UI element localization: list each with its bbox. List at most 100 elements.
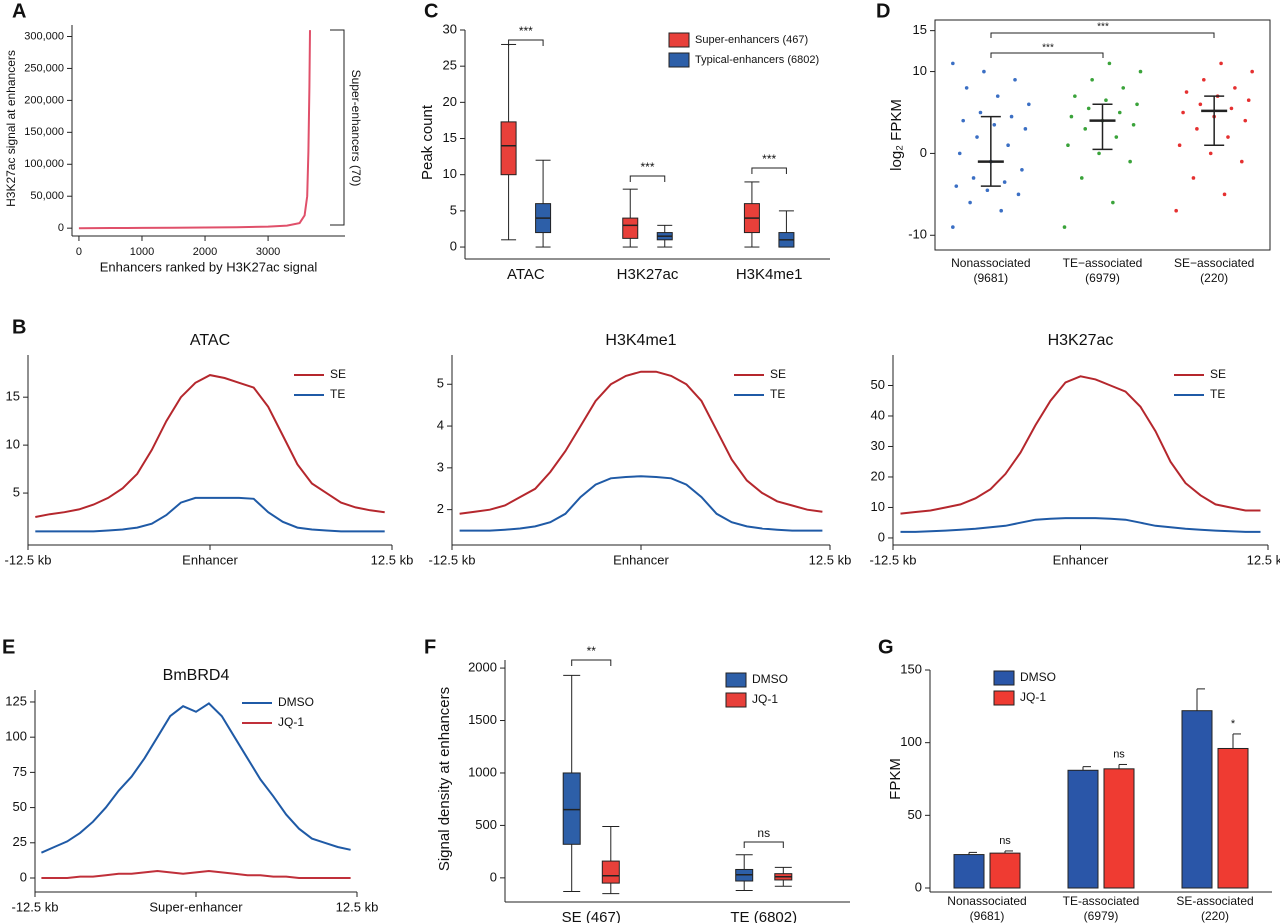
- legend-label: TE: [1210, 387, 1225, 401]
- x-tick-label: Enhancer: [1053, 552, 1109, 567]
- x-tick-sublabel: (9681): [973, 271, 1008, 285]
- point: [982, 69, 986, 74]
- y-tick-label: 0: [450, 238, 457, 253]
- point: [1128, 159, 1132, 164]
- point: [992, 122, 997, 127]
- x-tick-sublabel: (220): [1201, 909, 1229, 923]
- x-tick-label: SE-associated: [1176, 894, 1253, 908]
- legend-label: JQ-1: [752, 692, 778, 706]
- point: [1222, 192, 1227, 197]
- panel-label: C: [424, 0, 438, 22]
- series-line: [40, 702, 351, 854]
- x-tick-label: 1000: [130, 246, 154, 258]
- x-tick-sublabel: (6979): [1085, 271, 1120, 285]
- box: [601, 860, 620, 884]
- legend-label: JQ-1: [1020, 690, 1046, 704]
- panel-label: G: [878, 636, 894, 658]
- point: [1066, 143, 1070, 148]
- x-tick-label: Nonassociated: [947, 894, 1026, 908]
- significance-bracket: [990, 32, 1215, 38]
- series-line: [35, 496, 385, 533]
- point: [1117, 110, 1122, 115]
- y-axis-label: log₂ FPKM: [888, 99, 905, 171]
- chart-title: H3K27ac: [1048, 332, 1114, 349]
- x-axis-label: Enhancers ranked by H3K27ac signal: [100, 259, 318, 274]
- annotation: ***: [762, 152, 776, 166]
- legend-swatch: [668, 52, 690, 68]
- point: [1107, 61, 1112, 66]
- y-axis-label: H3K27ac signal at enhancers: [4, 50, 18, 207]
- point: [1246, 98, 1251, 103]
- x-tick-sublabel: (9681): [970, 909, 1005, 923]
- bar: [1181, 710, 1213, 889]
- panel-label: A: [12, 0, 26, 22]
- annotation: Super-enhancers (70): [349, 70, 363, 187]
- point: [1240, 159, 1244, 164]
- y-tick-label: 250,000: [24, 62, 64, 74]
- legend-label: Typical-enhancers (6802): [695, 54, 819, 66]
- series-line: [35, 374, 385, 518]
- x-tick-label: -12.5 kb: [5, 552, 52, 567]
- point: [1208, 151, 1213, 156]
- chart-title: BmBRD4: [163, 667, 230, 684]
- x-tick-label: -12.5 kb: [12, 899, 59, 914]
- point: [1016, 192, 1021, 197]
- point: [978, 110, 983, 115]
- y-tick-label: 1500: [468, 712, 497, 727]
- point: [1250, 69, 1254, 74]
- legend-swatch: [725, 692, 747, 708]
- point: [1202, 77, 1206, 82]
- plot-frame: [934, 19, 1271, 251]
- bar: [989, 852, 1021, 889]
- point: [1177, 143, 1182, 148]
- x-tick-label: 12.5 kb: [336, 899, 379, 914]
- annotation: **: [587, 644, 597, 658]
- y-tick-label: 0: [20, 869, 27, 884]
- point: [1229, 106, 1234, 111]
- point: [1121, 86, 1126, 90]
- y-tick-label: 0: [58, 222, 64, 234]
- point: [1114, 135, 1119, 139]
- legend-label: JQ-1: [278, 715, 304, 729]
- legend-swatch: [993, 670, 1015, 686]
- x-tick-label: 12.5 kb: [809, 552, 852, 567]
- point: [1131, 122, 1136, 127]
- y-tick-label: 10: [913, 63, 927, 78]
- y-tick-label: 50,000: [30, 190, 64, 202]
- point: [995, 94, 1000, 98]
- y-tick-label: 100: [900, 734, 922, 749]
- y-axis-label: Peak count: [419, 104, 436, 180]
- y-tick-label: 100,000: [24, 158, 64, 170]
- x-tick-label: SE−associated: [1174, 256, 1254, 270]
- y-tick-label: 25: [13, 834, 27, 849]
- y-tick-label: 2000: [468, 660, 497, 675]
- x-tick-label: -12.5 kb: [870, 552, 917, 567]
- significance-bracket: [571, 659, 612, 666]
- x-tick-label: -12.5 kb: [429, 552, 476, 567]
- bar: [1067, 769, 1099, 889]
- box: [562, 772, 581, 845]
- legend-swatch: [668, 32, 690, 48]
- point: [971, 176, 976, 180]
- x-tick-label: Enhancer: [613, 552, 669, 567]
- annotation: ns: [757, 826, 770, 840]
- significance-bracket: [629, 175, 666, 182]
- bar: [1103, 768, 1135, 889]
- y-tick-label: 0: [490, 869, 497, 884]
- box: [622, 217, 639, 239]
- legend-label: TE: [770, 387, 785, 401]
- point: [1069, 114, 1074, 119]
- panel-label: B: [12, 316, 26, 338]
- point: [1079, 176, 1084, 180]
- series-line: [459, 475, 823, 532]
- y-tick-label: 150,000: [24, 126, 64, 138]
- y-tick-label: 20: [871, 468, 885, 483]
- chart-title: ATAC: [190, 332, 230, 349]
- x-tick-sublabel: (220): [1200, 271, 1228, 285]
- y-tick-label: 0: [920, 145, 927, 160]
- legend-label: SE: [770, 367, 786, 381]
- y-axis-label: FPKM: [887, 758, 904, 800]
- x-tick-label: 0: [76, 246, 82, 258]
- x-tick-label: 3000: [256, 246, 280, 258]
